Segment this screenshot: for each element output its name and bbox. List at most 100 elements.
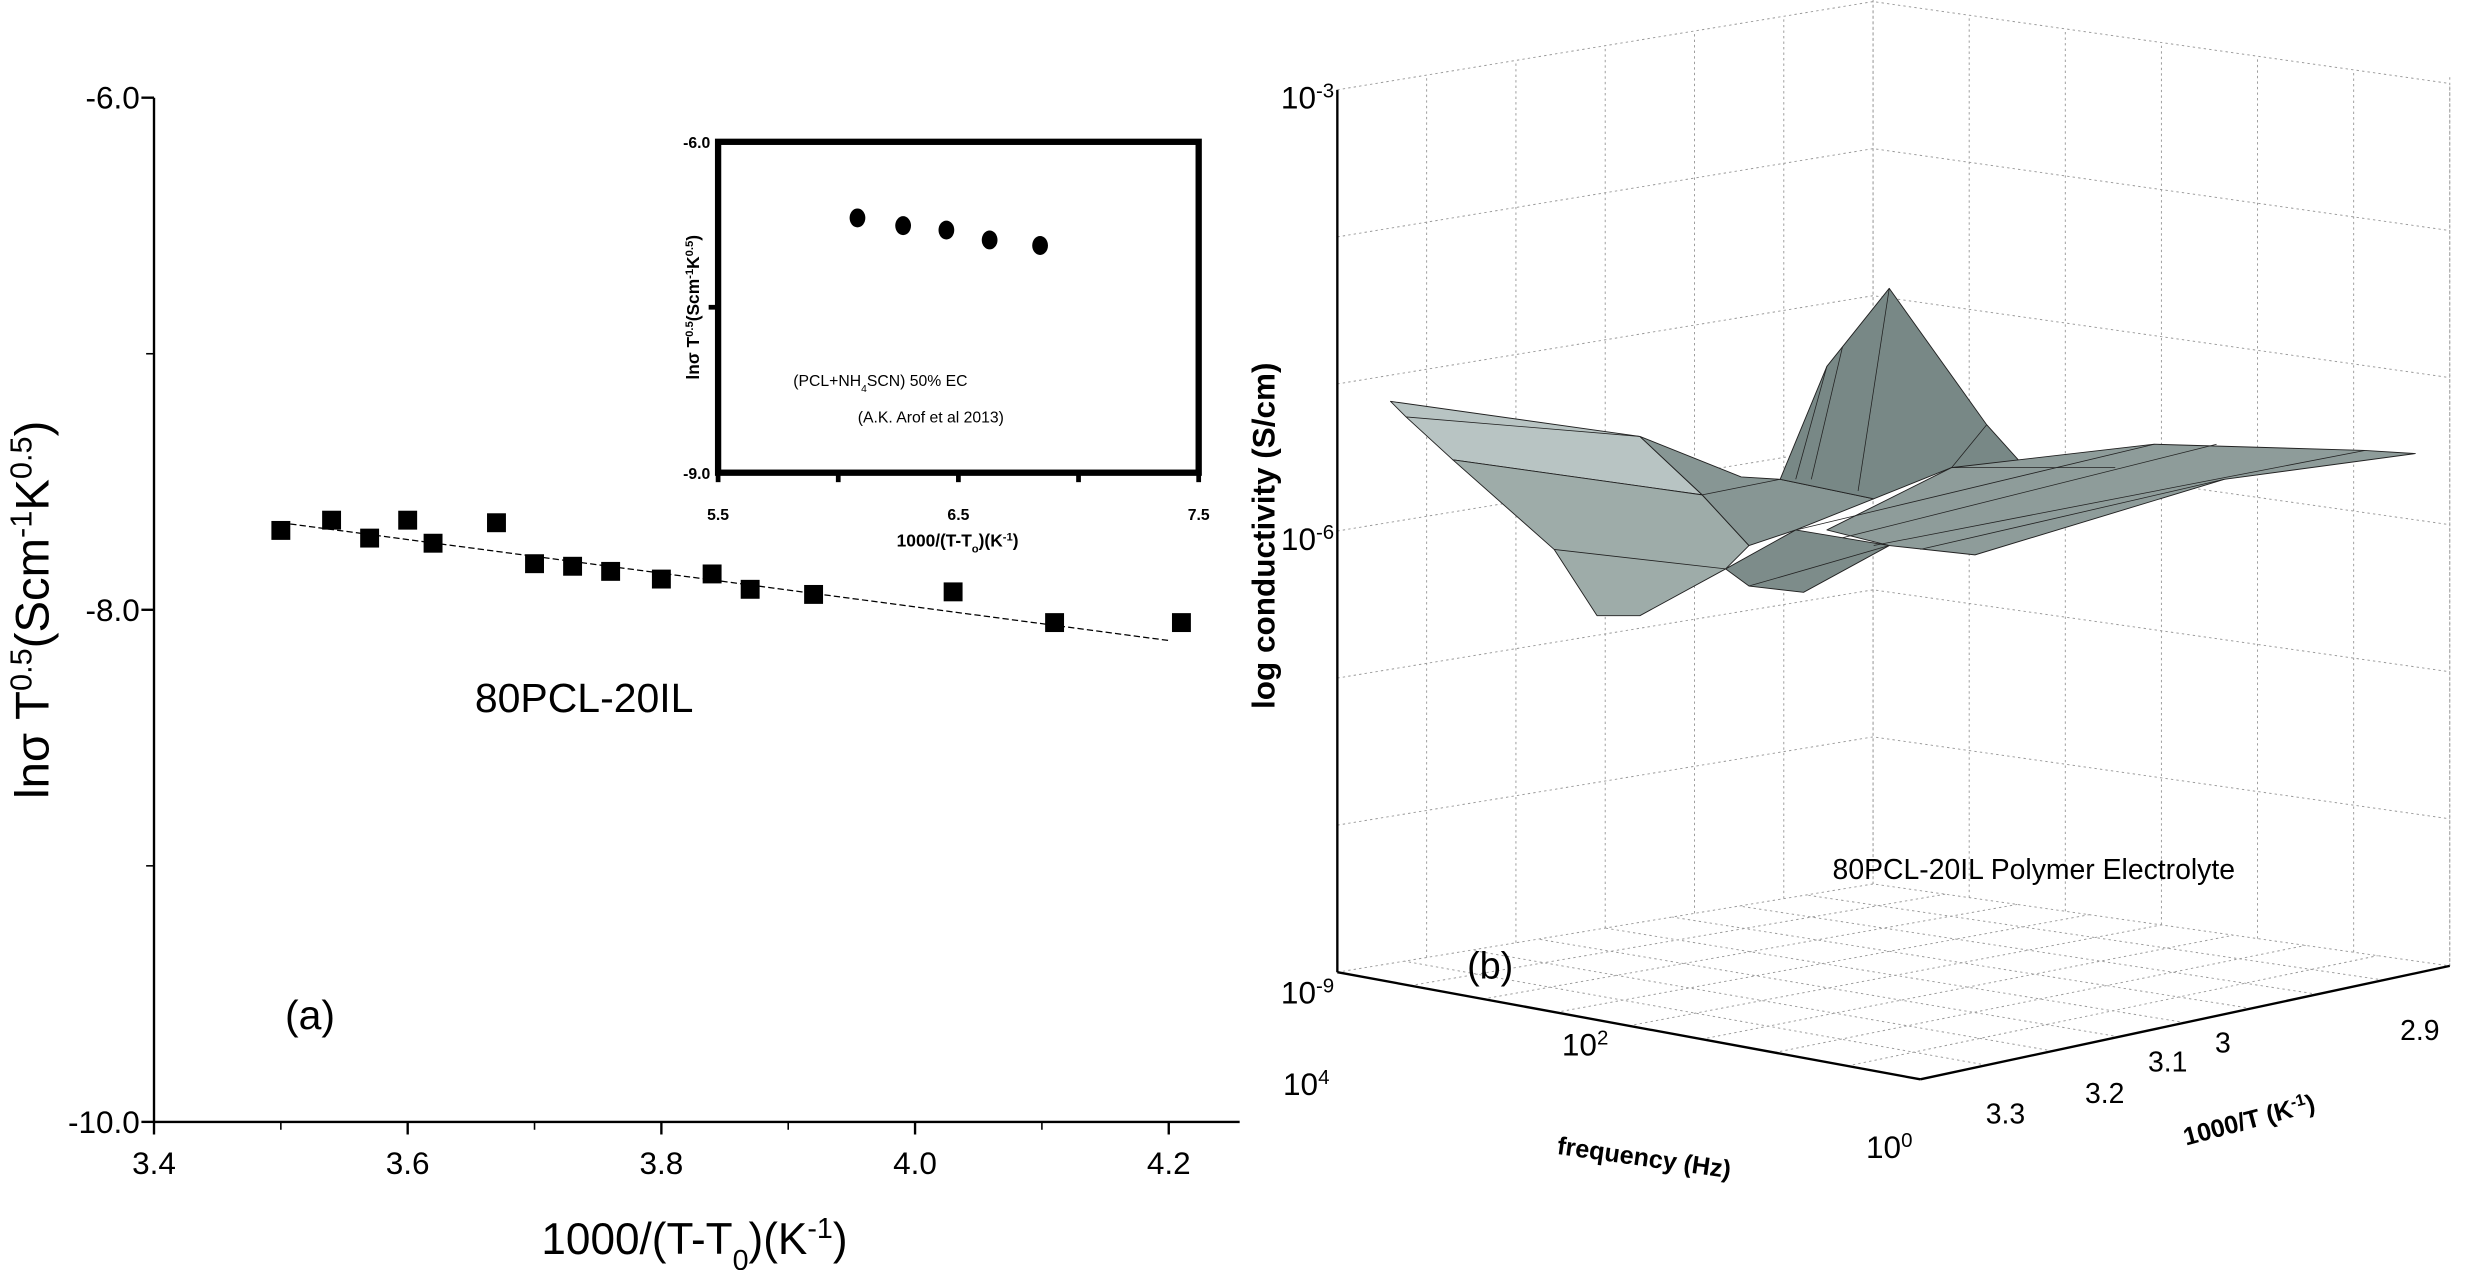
data-point [943,582,963,602]
text-part: SCN) 50% EC [867,373,968,390]
text-sup: 0.5 [3,648,38,691]
floor-gridline [1471,949,2053,1052]
panel-a-chart: 3.4 3.6 3.8 4.0 4.2-6.0-8.0-10.0 80PCL-20IL … [3,80,1240,1270]
inset-data-point [895,216,912,236]
text-sup: 2 [1597,1026,1608,1049]
text-part: 10 [1283,1066,1318,1102]
text-part: )(K [979,531,1004,551]
text-part: 1000/(T-T [541,1215,732,1264]
temperature-axis-label: 1000/T (K-1) [2180,1088,2318,1151]
text-sup: 0.5 [3,436,38,479]
text-part: lnσ T [6,691,59,799]
data-point [1171,613,1191,633]
frequency-axis-label: frequency (Hz) [1556,1132,1733,1184]
text-sup: -1 [684,269,696,279]
panel-label-b: (b) [1467,945,1513,987]
text-sup: -9 [1316,974,1334,997]
inset-data-point [849,208,866,228]
inset-x-tick-label: 7.5 [1188,507,1210,524]
data-point [563,556,583,576]
inset-annotation-line-2: (A.K. Arof et al 2013) [858,409,1004,426]
data-point [601,561,621,581]
data-point [271,520,291,540]
wall-gridline [1337,148,2450,238]
z-axis-label: log conductivity (S/cm) [1245,362,1281,709]
inset-frame [714,138,1202,476]
inset-data-point [981,230,998,250]
text-part: ) [6,421,59,437]
text-part: 1000/(T-T [897,531,973,551]
text-sup: -3 [1316,79,1334,102]
x-tick-label: 4.2 [1147,1145,1191,1181]
surface-annotation: 80PCL-20IL Polymer Electrolyte [1833,854,2235,886]
text-sup: 0 [1901,1129,1912,1152]
text-part: (PCL+NH [793,373,861,390]
inset-x-tick-label: 6.5 [947,507,969,524]
text-sup: -6 [1316,520,1334,543]
y-tick-label: -6.0 [86,80,140,116]
inset-data-point [938,220,955,240]
text-sub: 4 [861,384,867,395]
inset-x-axis-label: 1000/(T-To)(K-1) [897,531,1019,556]
data-point [702,564,722,584]
text-part: 10 [1562,1027,1597,1063]
floor-gridline [1483,903,2018,1000]
text-sup: 0.5 [684,241,696,257]
text-part: 1000/T (K [2180,1095,2295,1151]
data-point [740,579,760,599]
text-sup: 4 [1318,1066,1329,1089]
floor-gridline [1806,894,2384,981]
y-axis-label: lnσ T0.5(Scm-1K0.5) [3,421,59,799]
text-part: )(K [749,1215,808,1264]
y-tick-label: -8.0 [86,592,140,628]
text-part: ) [1013,531,1019,551]
data-point [804,584,824,604]
text-sub: o [972,544,979,556]
fit-line [280,522,1169,642]
floor-gridline [1701,934,2234,1040]
text-sup: -1 [3,511,38,538]
x-tick-label: 4.0 [893,1145,937,1181]
inset-y-tick-label: -9.0 [683,466,710,483]
temperature-tick-label: 3.2 [2085,1078,2124,1110]
frequency-tick-label: 100 [1866,1129,1912,1166]
frequency-tick-label: 104 [1283,1066,1329,1103]
floor-gridline [1538,938,2119,1038]
text-sup: -1 [807,1213,832,1245]
sample-label: 80PCL-20IL [475,675,694,721]
text-part: K [6,479,59,511]
floor-gridline [1672,916,2252,1009]
z-tick-label: 10-3 [1281,79,1334,115]
surface [1390,287,2416,617]
surface-patch [1826,443,2416,556]
inset-data-point [1032,236,1048,255]
inset-annotation-line-1: (PCL+NH4SCN) 50% EC [793,373,967,395]
x-axis-label: 1000/(T-T0)(K-1) [541,1213,847,1270]
temperature-tick-label: 3.3 [1986,1098,2025,1130]
inset-y-tick-label: -6.0 [683,135,710,152]
z-tick-label: 10-6 [1281,520,1334,557]
text-sup: -1 [2288,1091,2307,1112]
text-part: (Scm [6,538,59,648]
data-point [1045,613,1065,633]
text-part: ) [683,235,703,241]
data-point [322,510,342,530]
temperature-tick-label: 3 [2215,1028,2231,1060]
text-part: 10 [1866,1129,1901,1165]
floor-gridline [1739,905,2318,995]
text-part: 10 [1281,521,1316,557]
inset-y-axis-label: lnσ T0.5(Scm-1K0.5) [683,235,703,380]
temperature-tick-label: 3.1 [2148,1046,2187,1078]
temperature-axis [1920,964,2451,1081]
x-tick-label: 3.8 [639,1145,683,1181]
y-tick-label: -10.0 [68,1104,140,1140]
text-part: 10 [1281,975,1316,1011]
surface-patch [1639,435,1875,547]
text-sup: -1 [1003,532,1013,544]
panel-label-a: (a) [285,992,335,1038]
wall-gridline [1337,589,2450,679]
floor-gridline [1404,960,1987,1066]
data-point [525,554,544,574]
